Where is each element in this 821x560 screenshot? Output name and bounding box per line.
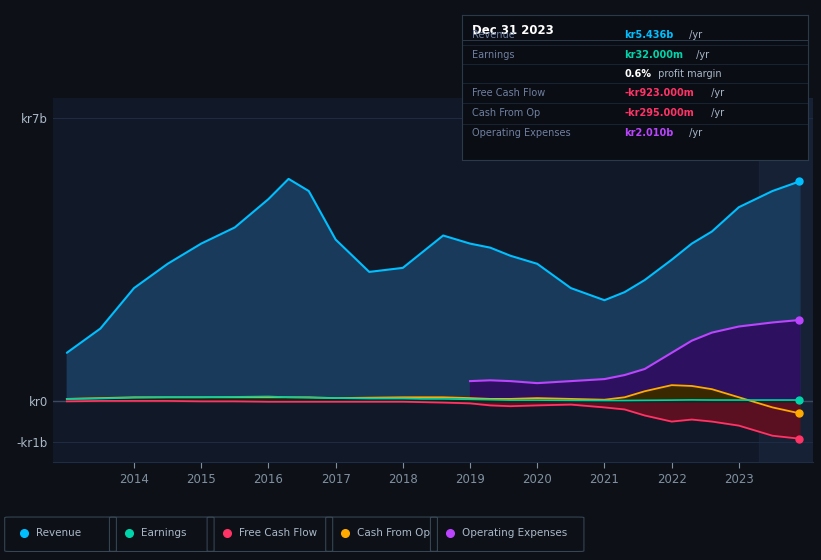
Text: Earnings: Earnings [141,529,186,538]
Text: Cash From Op: Cash From Op [357,529,430,538]
Text: -kr923.000m: -kr923.000m [625,87,695,97]
Text: Revenue: Revenue [36,529,81,538]
Text: /yr: /yr [686,128,702,138]
Text: /yr: /yr [686,30,702,40]
Text: /yr: /yr [709,87,724,97]
Text: Operating Expenses: Operating Expenses [472,128,571,138]
Text: kr5.436b: kr5.436b [625,30,674,40]
Text: Operating Expenses: Operating Expenses [461,529,567,538]
Text: -kr295.000m: -kr295.000m [625,108,695,118]
Text: Earnings: Earnings [472,50,515,60]
Bar [759,98,813,462]
Text: /yr: /yr [709,108,724,118]
Text: /yr: /yr [693,50,709,60]
Text: Free Cash Flow: Free Cash Flow [238,529,317,538]
Text: kr32.000m: kr32.000m [625,50,684,60]
Text: Free Cash Flow: Free Cash Flow [472,87,546,97]
Text: kr2.010b: kr2.010b [625,128,674,138]
Text: profit margin: profit margin [655,69,722,78]
Text: Cash From Op: Cash From Op [472,108,541,118]
Text: Revenue: Revenue [472,30,515,40]
Text: 0.6%: 0.6% [625,69,652,78]
Text: Dec 31 2023: Dec 31 2023 [472,24,554,37]
